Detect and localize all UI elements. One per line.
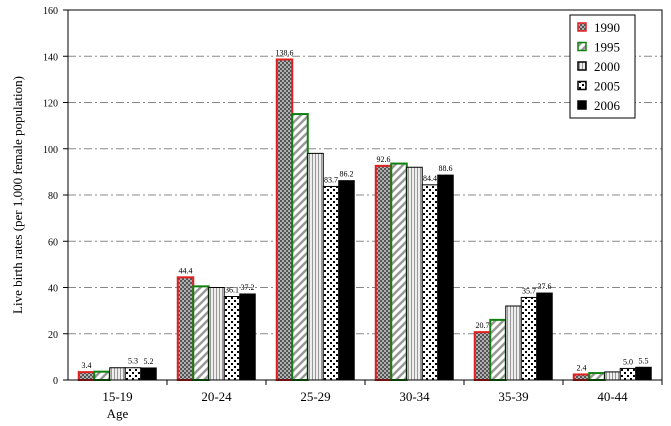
y-tick-label: 40: [48, 284, 58, 295]
bar-2000-40-44: [604, 371, 621, 381]
x-tick-label: 15-19: [102, 389, 132, 404]
bar-1995-25-29: [291, 113, 309, 381]
bar-2000-25-29: [307, 152, 324, 381]
bar-2000-35-39: [505, 305, 522, 381]
data-label: 2.4: [577, 363, 587, 372]
bar-2006-25-29: [338, 180, 355, 381]
legend-swatch-2005: [577, 80, 587, 91]
x-tick-label: 40-44: [597, 389, 628, 404]
bar-2006-40-44: [635, 366, 652, 381]
bar-1995-35-39: [489, 318, 507, 381]
data-label: 37.6: [538, 282, 552, 291]
bar-2000-15-19: [109, 367, 126, 381]
data-label: 3.4: [82, 361, 92, 370]
bar-1990-30-34: [374, 164, 393, 381]
data-label: 5.0: [623, 357, 633, 366]
y-tick-label: 120: [43, 99, 58, 110]
bar-1995-15-19: [93, 370, 111, 381]
bar-1995-30-34: [390, 162, 408, 381]
y-tick-label: 0: [53, 376, 58, 387]
y-tick-label: 160: [43, 6, 58, 17]
legend-swatch-1995: [577, 41, 587, 52]
bar-1995-40-44: [588, 372, 606, 381]
data-label: 86.2: [340, 170, 354, 179]
bar-2006-35-39: [536, 292, 553, 381]
legend-label: 2005: [594, 79, 620, 94]
y-tick-label: 140: [43, 52, 58, 63]
bar-1990-35-39: [473, 331, 492, 382]
bar-2005-30-34: [421, 184, 439, 381]
data-label: 36.1: [225, 286, 239, 295]
y-tick-label: 100: [43, 145, 58, 156]
bar-2006-30-34: [437, 174, 454, 381]
data-label: 5.2: [144, 357, 154, 366]
y-tick-label: 80: [48, 191, 58, 202]
legend-swatch-1990: [577, 22, 587, 32]
y-axis-label: Live birth rates (per 1,000 female popul…: [10, 76, 25, 314]
bar-2000-20-24: [208, 287, 225, 381]
data-label: 83.7: [324, 175, 338, 184]
y-tick-label: 60: [48, 237, 58, 248]
x-tick-label: 35-39: [498, 389, 528, 404]
data-label: 88.6: [439, 164, 453, 173]
bar-1990-20-24: [176, 276, 195, 382]
legend-swatch-2006: [577, 100, 587, 110]
data-label: 44.4: [179, 266, 193, 275]
data-label: 35.7: [522, 286, 536, 295]
bar-2005-20-24: [223, 296, 241, 381]
bar-2005-35-39: [520, 296, 538, 381]
data-label: 20.7: [476, 321, 490, 330]
x-tick-label: 20-24: [201, 389, 232, 404]
x-axis-label: Age: [107, 406, 129, 421]
bar-2005-15-19: [124, 367, 142, 381]
legend-label: 1990: [594, 20, 620, 35]
data-label: 138.6: [276, 48, 294, 57]
x-tick-label: 25-29: [300, 389, 330, 404]
bar-2005-25-29: [322, 185, 340, 381]
data-label: 92.6: [377, 155, 391, 164]
legend-swatch-2000: [577, 61, 587, 71]
legend-label: 2000: [594, 59, 620, 74]
bar-1990-15-19: [77, 371, 96, 382]
bar-1995-20-24: [192, 285, 210, 381]
data-label: 84.4: [423, 174, 437, 183]
legend-label: 2006: [594, 98, 621, 113]
bar-1990-40-44: [572, 373, 591, 382]
data-label: 37.2: [241, 283, 255, 292]
bar-1990-25-29: [275, 58, 294, 382]
legend-label: 1995: [594, 40, 620, 55]
bar-2006-20-24: [239, 293, 256, 381]
bar-2000-30-34: [406, 166, 423, 381]
bar-2006-15-19: [140, 367, 157, 381]
bar-2005-40-44: [619, 367, 637, 381]
y-tick-label: 20: [48, 330, 58, 341]
x-tick-label: 30-34: [399, 389, 430, 404]
data-label: 5.5: [639, 356, 649, 365]
data-label: 5.3: [128, 357, 138, 366]
